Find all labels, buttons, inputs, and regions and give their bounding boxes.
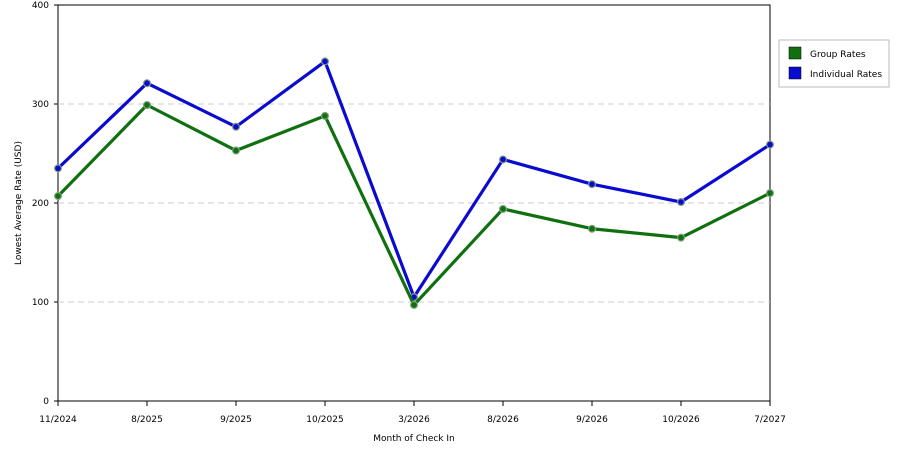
data-point-group-rates: [232, 146, 241, 155]
y-tick-label: 0: [43, 397, 49, 407]
data-point-individual-rates: [587, 180, 596, 189]
x-tick-label: 10/2026: [662, 415, 700, 425]
data-point-group-rates: [321, 111, 330, 120]
y-axis-title: Lowest Average Rate (USD): [14, 141, 24, 265]
y-tick-label: 200: [32, 199, 49, 209]
x-tick-label: 3/2026: [398, 415, 430, 425]
legend-swatch-group-rates: [788, 46, 802, 60]
series-lines: [53, 57, 774, 309]
data-point-individual-rates: [321, 57, 330, 66]
legend-label-group-rates: Group Rates: [810, 50, 866, 60]
data-point-individual-rates: [143, 79, 152, 88]
x-tick-label: 8/2025: [131, 415, 163, 425]
y-tick-label: 400: [32, 1, 49, 11]
x-tick-label: 8/2026: [487, 415, 519, 425]
y-axis-ticks: 0 100 200 300 400: [32, 1, 58, 407]
data-point-group-rates: [410, 300, 419, 309]
legend-swatch-individual-rates: [788, 66, 802, 80]
data-point-individual-rates: [53, 164, 62, 173]
data-point-individual-rates: [676, 198, 685, 207]
data-point-individual-rates: [232, 122, 241, 131]
x-tick-label: 9/2026: [576, 415, 608, 425]
data-point-group-rates: [499, 204, 508, 213]
legend: Group Rates Individual Rates: [778, 39, 890, 88]
legend-label-individual-rates: Individual Rates: [810, 70, 882, 80]
data-point-group-rates: [143, 100, 152, 109]
x-axis-ticks: 11/2024 8/2025 9/2025 10/2025 3/2026 8/2026 9/…: [39, 401, 786, 425]
data-point-group-rates: [53, 192, 62, 201]
y-tick-label: 100: [32, 298, 49, 308]
data-point-group-rates: [676, 233, 685, 242]
data-point-individual-rates: [765, 140, 774, 149]
data-point-individual-rates: [499, 155, 508, 164]
y-tick-label: 300: [32, 100, 49, 110]
data-point-group-rates: [587, 224, 596, 233]
x-tick-label: 9/2025: [220, 415, 252, 425]
x-axis-title: Month of Check In: [373, 434, 455, 444]
x-tick-label: 10/2025: [306, 415, 343, 425]
x-tick-label: 11/2024: [39, 415, 77, 425]
data-point-group-rates: [765, 189, 774, 198]
x-tick-label: 7/2027: [754, 415, 786, 425]
